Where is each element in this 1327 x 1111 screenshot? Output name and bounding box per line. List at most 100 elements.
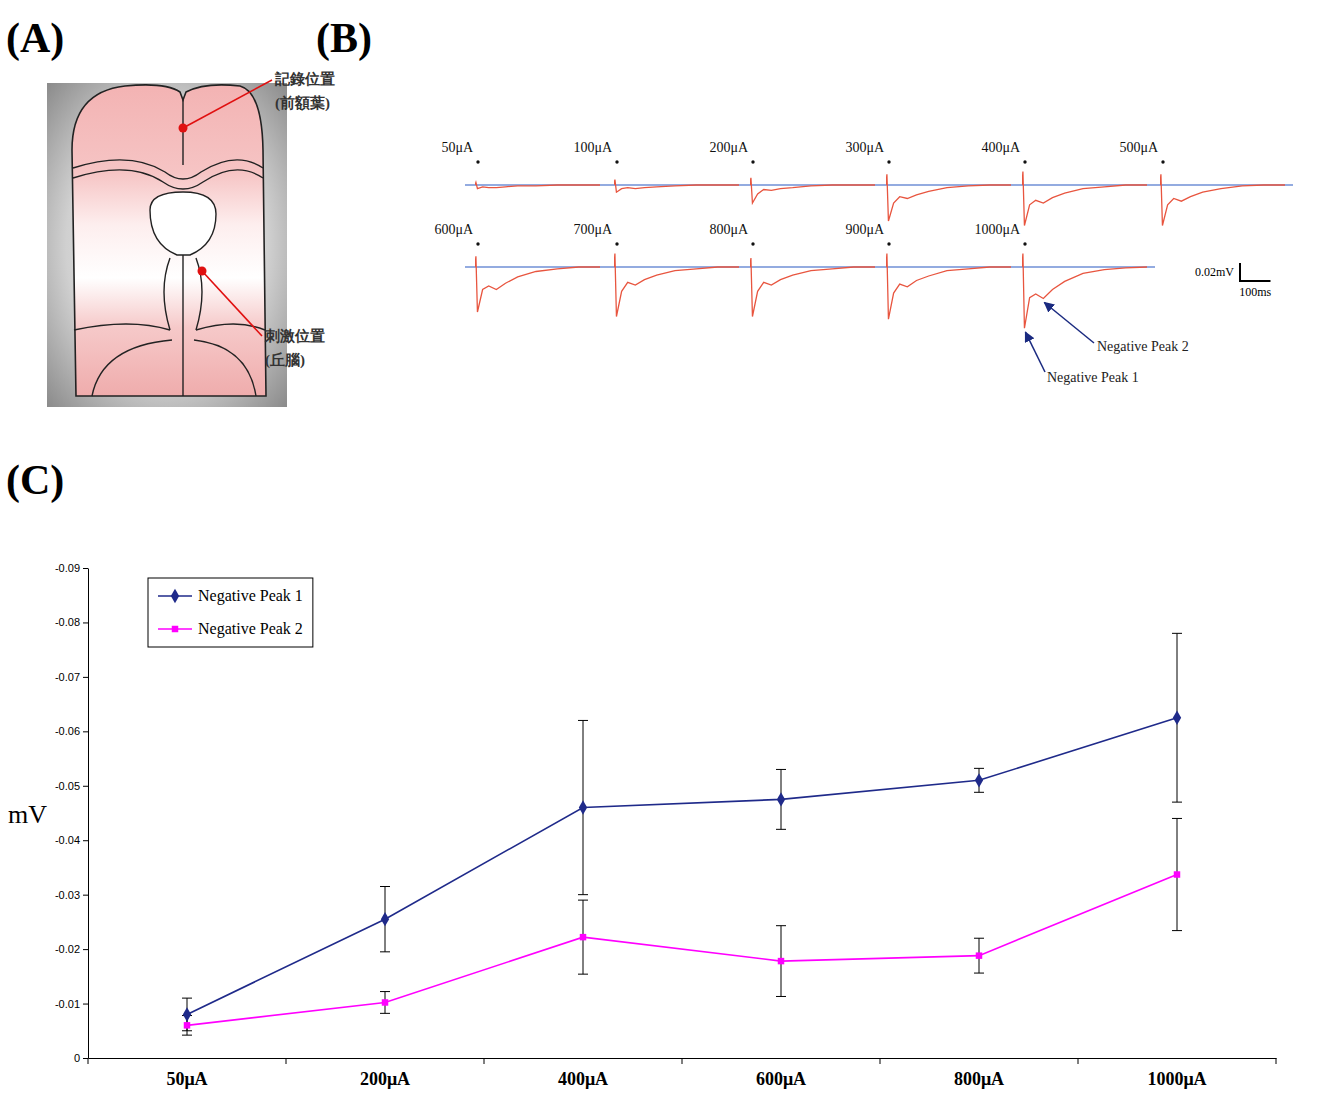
trace bbox=[475, 182, 600, 188]
trace-plot bbox=[475, 182, 600, 188]
site-label: (前額葉) bbox=[275, 95, 330, 112]
x-tick: 400μA bbox=[558, 1058, 608, 1089]
error-bar-cap bbox=[776, 769, 786, 770]
trace-label: 400μA bbox=[981, 140, 1021, 155]
error-bar-cap bbox=[182, 1035, 192, 1036]
diagram-background bbox=[47, 83, 287, 407]
error-bar-cap bbox=[974, 768, 984, 769]
y-tick: -0.09 bbox=[55, 562, 88, 574]
brain-outline bbox=[72, 85, 266, 396]
error-bar bbox=[182, 998, 192, 1031]
y-tick-label: -0.09 bbox=[55, 562, 80, 574]
y-axis: 0 -0.01 -0.02 -0.03 -0.04 -0.05 -0.06 -0.07 -0.0… bbox=[55, 562, 89, 1064]
legend-swatch-marker bbox=[172, 626, 178, 632]
error-bar-cap bbox=[1172, 930, 1182, 931]
y-tick-mark bbox=[83, 949, 88, 950]
ventricle bbox=[150, 192, 216, 255]
trace-label: 900μA bbox=[845, 222, 885, 237]
error-bar-cap bbox=[578, 974, 588, 975]
scale-bar-horizontal bbox=[1239, 280, 1270, 282]
trace-plot bbox=[750, 178, 875, 203]
trace-label: 200μA bbox=[709, 140, 749, 155]
error-bar-cap bbox=[182, 998, 192, 999]
annotation: Negative Peak 1 bbox=[1047, 370, 1139, 385]
x-tick: 200μA bbox=[360, 1058, 410, 1089]
x-category-divider bbox=[88, 1058, 89, 1064]
x-tick: 600μA bbox=[756, 1058, 806, 1089]
y-tick: -0.07 bbox=[55, 671, 88, 683]
stimulus-dot bbox=[751, 242, 754, 245]
trace-plot bbox=[1022, 172, 1147, 226]
error-bar bbox=[776, 769, 786, 829]
site-dot bbox=[198, 267, 207, 276]
trace-plot bbox=[750, 258, 875, 317]
panel-c: 0 -0.01 -0.02 -0.03 -0.04 -0.05 -0.06 -0.07 -0.0… bbox=[8, 562, 1277, 1089]
brain-structure bbox=[74, 324, 170, 330]
brain-structure bbox=[194, 340, 256, 396]
legend-box bbox=[148, 578, 313, 647]
y-tick-mark bbox=[83, 568, 88, 569]
trace-plot bbox=[614, 180, 739, 193]
stimulus-dot bbox=[1161, 160, 1164, 163]
annotation: Negative Peak 2 bbox=[1097, 339, 1189, 354]
marker bbox=[975, 773, 983, 787]
trace bbox=[886, 174, 1011, 221]
marker bbox=[777, 792, 785, 806]
error-bar-cap bbox=[578, 894, 588, 895]
error-bar bbox=[1172, 818, 1182, 930]
x-tick: 800μA bbox=[954, 1058, 1004, 1089]
stimulus-dot bbox=[1023, 242, 1026, 245]
stimulus-dot bbox=[615, 160, 618, 163]
y-tick: -0.02 bbox=[55, 943, 88, 955]
marker bbox=[976, 952, 982, 958]
error-bar-cap bbox=[380, 951, 390, 952]
error-bar-cap bbox=[1172, 633, 1182, 634]
trace-label: 100μA bbox=[573, 140, 613, 155]
x-category-divider bbox=[286, 1058, 287, 1064]
y-tick-mark bbox=[83, 731, 88, 732]
y-tick: -0.06 bbox=[55, 725, 88, 737]
pointer-line bbox=[202, 271, 262, 336]
y-tick: -0.04 bbox=[55, 834, 88, 846]
trace-plot bbox=[1022, 254, 1147, 329]
y-axis-title: mV bbox=[8, 800, 47, 829]
y-axis-line bbox=[88, 569, 89, 1059]
y-tick-label: -0.04 bbox=[55, 834, 80, 846]
panel-letter: (C) bbox=[6, 457, 64, 504]
trace-label: 600μA bbox=[434, 222, 474, 237]
y-tick: -0.08 bbox=[55, 616, 88, 628]
y-tick-mark bbox=[83, 1004, 88, 1005]
y-tick-label: -0.07 bbox=[55, 671, 80, 683]
site-dot bbox=[179, 124, 188, 133]
error-bar bbox=[1172, 633, 1182, 802]
stimulus-dot bbox=[1023, 160, 1026, 163]
error-bar-cap bbox=[776, 829, 786, 830]
y-tick-label: -0.05 bbox=[55, 780, 80, 792]
brain-structure bbox=[164, 258, 170, 330]
trace-label: 1000μA bbox=[974, 222, 1021, 237]
y-tick: -0.01 bbox=[55, 998, 88, 1010]
error-bar-cap bbox=[380, 991, 390, 992]
panel-letter: (B) bbox=[316, 15, 372, 62]
trace-label: 500μA bbox=[1119, 140, 1159, 155]
error-bar-cap bbox=[974, 792, 984, 793]
x-category-divider bbox=[1276, 1058, 1277, 1064]
y-tick-label: 0 bbox=[74, 1052, 80, 1064]
trace-plot bbox=[886, 254, 1011, 320]
error-bar-cap bbox=[578, 900, 588, 901]
trace-plot bbox=[886, 174, 1011, 221]
legend: Negative Peak 1Negative Peak 2 bbox=[148, 578, 313, 647]
x-tick: 50μA bbox=[166, 1058, 207, 1089]
stimulus-dot bbox=[887, 160, 890, 163]
y-tick-mark bbox=[83, 622, 88, 623]
error-bar-cap bbox=[974, 938, 984, 939]
marker bbox=[1173, 711, 1181, 725]
error-bar-cap bbox=[1172, 818, 1182, 819]
page: (A)(B)(C)記錄位置(前額葉)刺激位置(丘腦)50μA100μA200μA… bbox=[0, 0, 1327, 1111]
y-tick: 0 bbox=[74, 1052, 88, 1064]
error-bar-cap bbox=[380, 1013, 390, 1014]
trace bbox=[1160, 174, 1285, 225]
y-tick-label: -0.03 bbox=[55, 889, 80, 901]
x-category-divider bbox=[880, 1058, 881, 1064]
y-tick-mark bbox=[83, 677, 88, 678]
